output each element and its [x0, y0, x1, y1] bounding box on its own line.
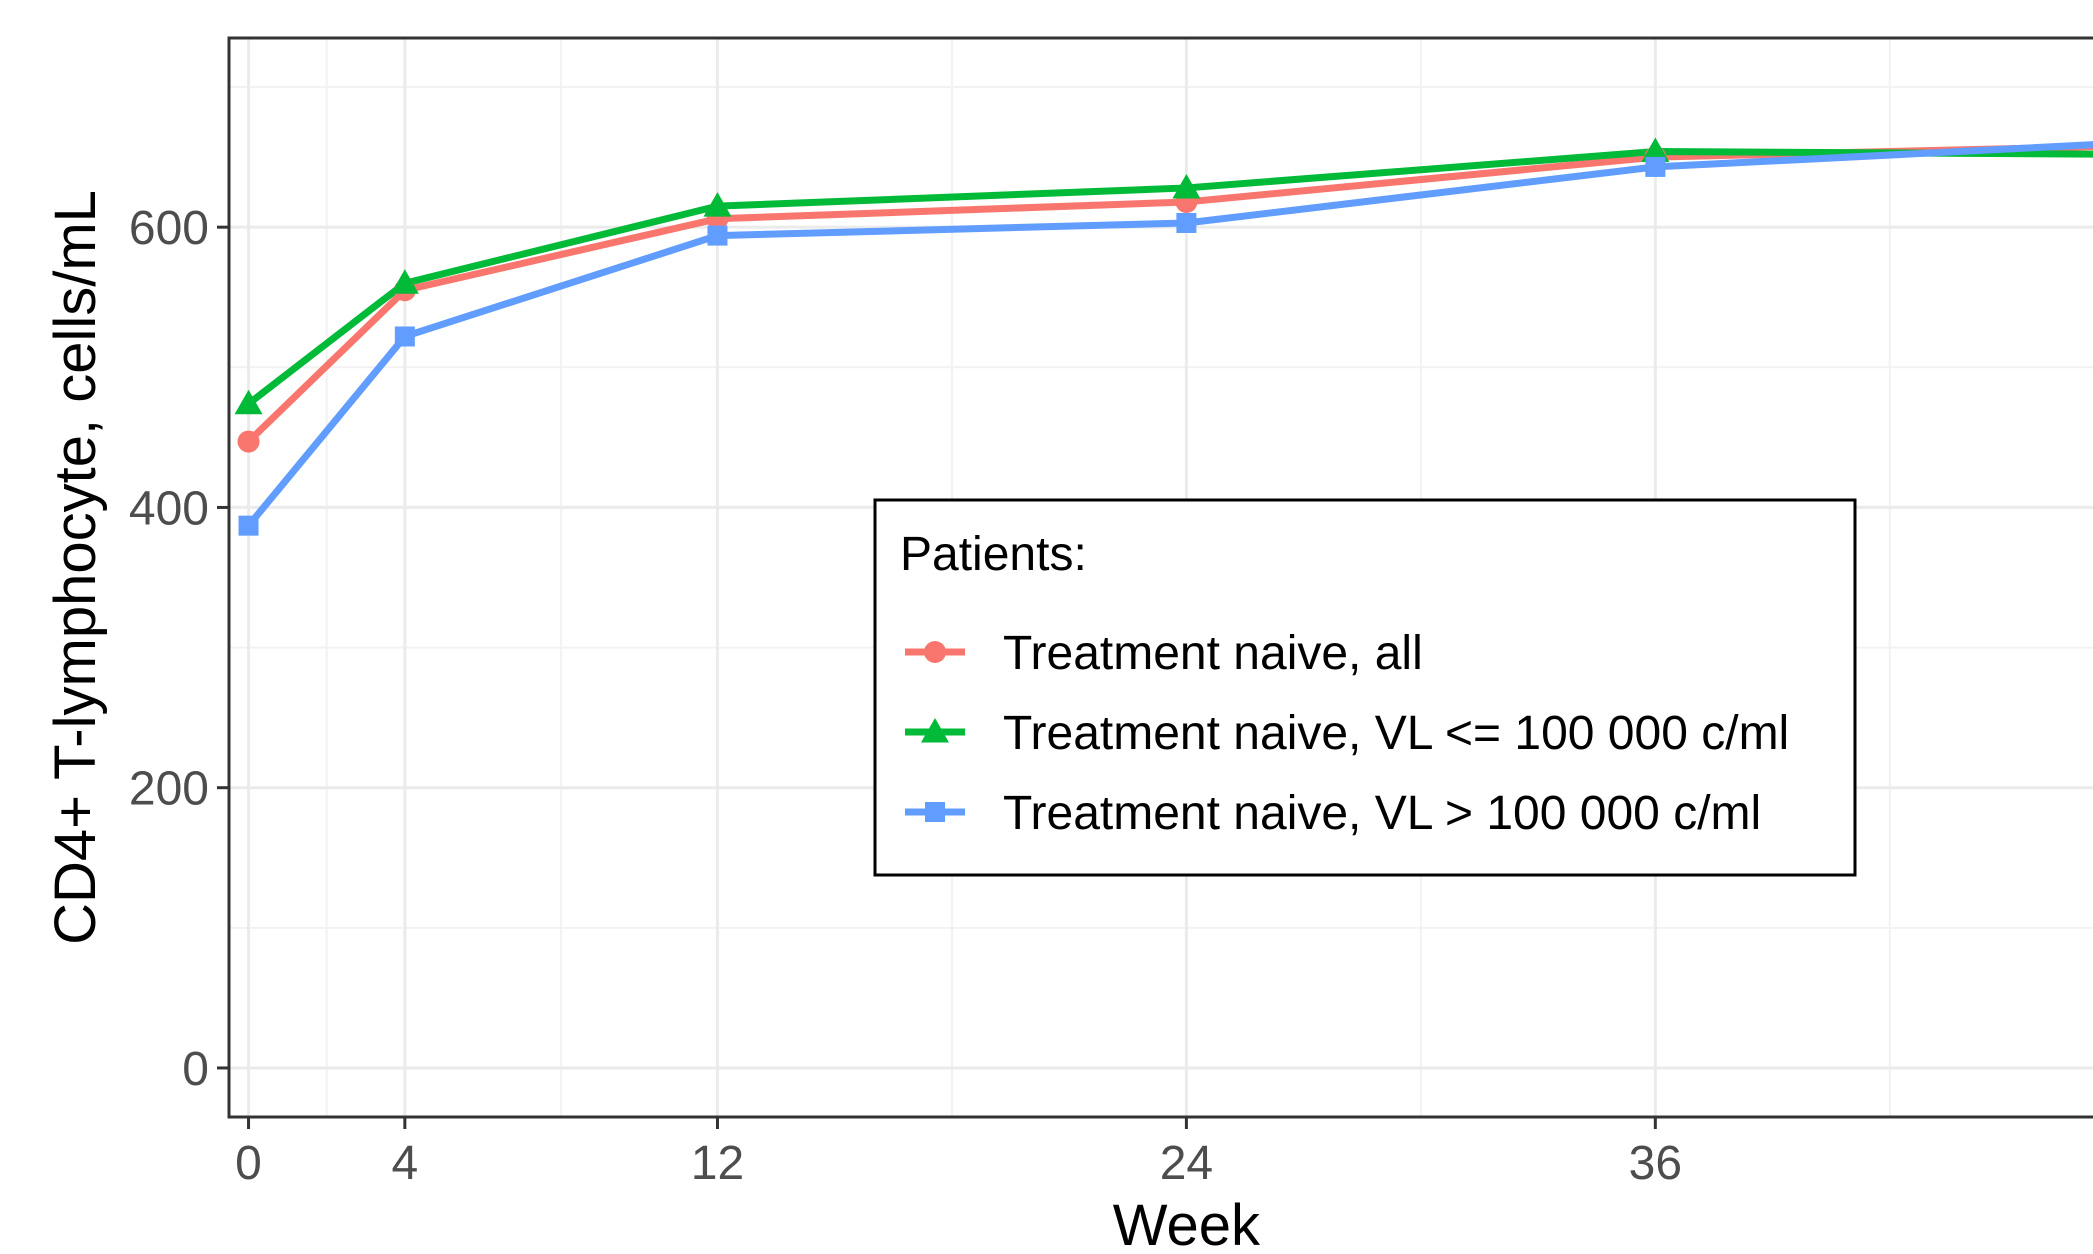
data-point-series-3 [238, 515, 259, 536]
series-markers [234, 137, 1670, 536]
legend: Patients: Treatment naive, allTreatment … [873, 498, 1857, 877]
series-lines [245, 141, 2093, 528]
data-point-series-2 [1641, 137, 1670, 163]
data-point-series-2 [703, 192, 732, 217]
y-axis: 0 200 400 600 [129, 202, 229, 1096]
y-tick-label: 200 [129, 763, 209, 816]
x-axis-title: Week [1113, 1193, 1261, 1254]
legend-label-2: Treatment naive, VL <= 100 000 c/ml [1003, 707, 1789, 760]
x-tick-label: 0 [235, 1137, 262, 1190]
plot-panel-border [227, 36, 2093, 1119]
data-point-series-1 [237, 430, 260, 453]
legend-key-2 [905, 718, 965, 743]
data-point-series-2 [1172, 173, 1201, 199]
data-point-series-3 [1176, 212, 1197, 233]
legend-key-marker [921, 718, 949, 743]
series-line-3 [245, 141, 2093, 528]
data-point-series-3 [707, 225, 728, 246]
x-tick-label: 12 [691, 1137, 744, 1190]
data-point-series-2 [234, 389, 263, 415]
x-tick-label: 36 [1629, 1137, 1682, 1190]
data-point-series-3 [1645, 156, 1666, 177]
legend-label-1: Treatment naive, all [1003, 627, 1423, 680]
y-tick-label: 0 [182, 1043, 209, 1096]
legend-items: Treatment naive, all Treatment naive, VL … [905, 627, 1789, 840]
legend-label-3: Treatment naive, VL > 100 000 c/ml [1003, 787, 1761, 840]
data-point-series-3 [394, 326, 415, 347]
y-tick-label: 400 [129, 482, 209, 535]
x-axis: 041224364 [235, 1117, 1682, 1190]
x-tick-label: 4 [391, 1137, 418, 1190]
legend-key-3 [905, 802, 965, 822]
y-tick-label: 600 [129, 202, 209, 255]
legend-key-marker [925, 802, 945, 822]
legend-box [873, 498, 1857, 877]
legend-key-marker [924, 641, 946, 663]
x-tick-label: 24 [1160, 1137, 1213, 1190]
series-line-2 [246, 148, 2093, 407]
y-axis-title: CD4+ T-lymphocyte, cells/mL [43, 190, 108, 945]
legend-title: Patients: [900, 528, 1087, 581]
data-point-series-2 [390, 269, 419, 294]
legend-key-1 [905, 641, 965, 663]
